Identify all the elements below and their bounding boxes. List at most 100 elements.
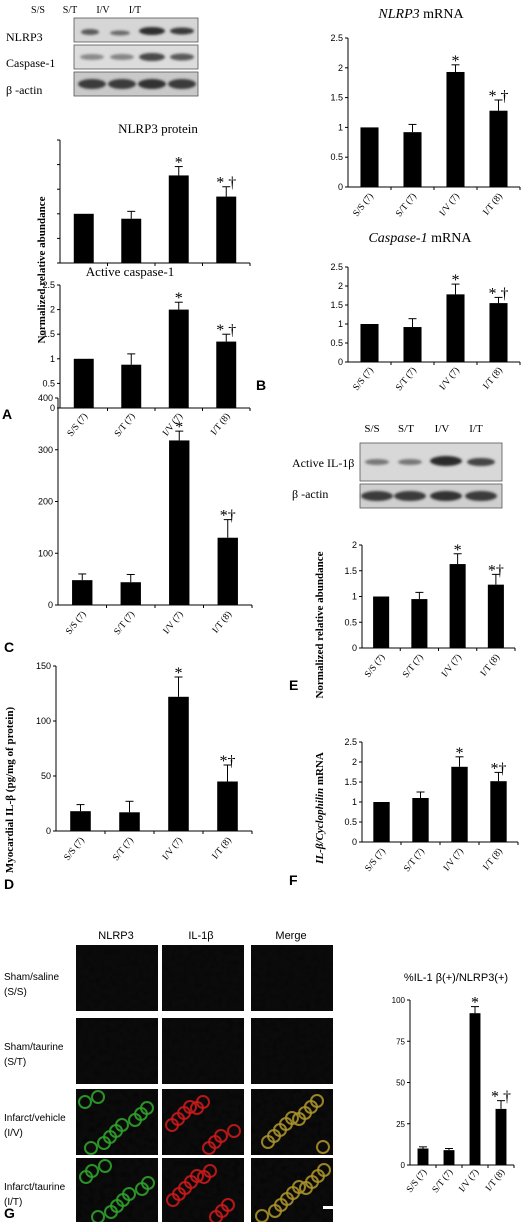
blot-e-lane-1: S/S [364,423,379,435]
micrograph-r3-c2 [162,1089,244,1155]
blot-e-band-label-2: β -actin [292,487,328,501]
x-tick-label: I/V (7) [441,846,466,873]
y-tick-label: 2.5 [330,262,343,272]
ylabel-e: Normalized relative abundance [314,551,326,698]
significance-marker: * [454,542,462,559]
cell-outline [227,1124,241,1138]
cell-outline [140,1101,154,1115]
y-tick-label: 0 [50,403,55,413]
cell-outline [115,1118,129,1132]
y-tick-label: 0 [46,826,51,836]
blot-a-lane-2: S/T [63,5,77,16]
y-tick-label: 2 [338,281,343,291]
blot-band [138,79,166,89]
y-tick-label: 1.5 [42,329,55,339]
bar-3 [446,71,465,187]
bar-2 [119,812,140,831]
x-tick-label: S/T (7) [394,191,419,219]
significance-marker: * [175,419,183,436]
bar-1 [72,580,93,605]
blot-a-band-label-2: Caspase-1 [6,56,55,70]
x-tick-label: I/T (8) [210,609,234,635]
panel-letter-e: E [289,677,298,693]
y-tick-label: 0 [401,1161,406,1170]
cell-outline [316,1140,330,1154]
x-tick-label: S/T (7) [400,652,425,680]
bar-2 [120,582,141,605]
blot-band [139,53,165,61]
y-tick-label: 1 [338,319,343,329]
cell-outline [91,1090,105,1104]
x-tick-label: I/T (8) [481,365,505,391]
micrograph-r1-c3 [251,945,333,1011]
x-tick-label: I/V (7) [160,835,185,862]
y-tick-label: 100 [36,716,51,726]
cell-outline [310,1094,324,1108]
bar-3 [449,564,466,648]
g-column-label-2: IL-1β [188,930,213,942]
title-b1: NLRP3 mRNA [377,7,464,22]
micrograph-r2-c3 [251,1018,333,1084]
ylabel-f-italic: IL-β/Cyclophilin [314,788,326,865]
y-tick-label: 100 [38,548,53,558]
blot-e-band-label-1: Active IL-1β [292,456,354,470]
significance-marker: * [452,272,460,289]
significance-marker: * [471,995,479,1012]
x-tick-label: S/T (7) [112,411,137,439]
significance-marker: * † [489,285,509,302]
y-tick-label: 0.5 [330,338,343,348]
panel-letter-d: D [4,876,14,892]
chart-b2: 0 0.5 1 1.5 2 2.5 S/S (7) S/T (7) * I/V (7) * † I/T… [330,262,521,393]
chart-d: 0 50 100 150 S/S (7) S/T (7) * I/V (7) *† I/T (8) [36,661,253,863]
x-tick-label: S/S (7) [351,365,376,393]
y-tick-label: 2.5 [330,33,343,43]
bar-3 [168,309,189,408]
significance-marker: * [456,745,464,762]
bar-3 [469,1013,481,1165]
x-tick-label: I/T (8) [481,846,505,872]
x-tick-label: I/V (7) [457,1167,482,1194]
bar-3 [446,294,465,362]
bar-4 [487,584,504,648]
cell-outline [183,1100,197,1114]
scale-bar [323,1206,339,1209]
panel-letter-a: A [2,406,12,422]
y-tick-label: 0.5 [344,817,357,827]
y-tick-label: 200 [38,497,53,507]
cell-outline [98,1159,112,1173]
y-tick-label: 1 [50,354,55,364]
x-tick-label: S/S (7) [65,411,90,439]
y-tick-label: 25 [396,1120,405,1129]
x-tick-label: S/S (7) [351,191,376,219]
blot-band [81,29,99,35]
cell-outline [85,1164,99,1178]
significance-marker: * [175,155,183,172]
significance-marker: * [175,290,183,307]
significance-marker: * † [216,175,236,192]
x-tick-label: I/V (7) [437,365,462,392]
blot-a-lane-4: I/T [129,5,141,16]
y-tick-label: 0 [338,357,343,367]
ylabel-d: Myocardial IL-β (pg/mg of protein) [4,707,16,874]
bar-1 [373,802,390,842]
y-tick-label: 0 [338,182,343,192]
bar-1 [417,1148,429,1165]
x-tick-label: S/T (7) [430,1167,455,1195]
title-b1-rest: mRNA [420,7,465,22]
cell-outline [214,1129,228,1143]
bar-2 [403,327,422,362]
blot-band [170,53,194,61]
bar-3 [169,440,190,605]
micrograph-r2-c2 [162,1018,244,1084]
blot-band [430,456,462,466]
blot-a-lane-1: S/S [31,5,45,16]
panel-letter-c: C [4,639,14,655]
ylabel-f: IL-β/Cyclophilin mRNA [314,752,326,865]
bar-4 [490,781,507,842]
bar-1 [73,213,94,263]
blot-band [108,79,136,89]
significance-marker: *† [220,753,236,770]
y-tick-label: 1.5 [344,566,357,576]
